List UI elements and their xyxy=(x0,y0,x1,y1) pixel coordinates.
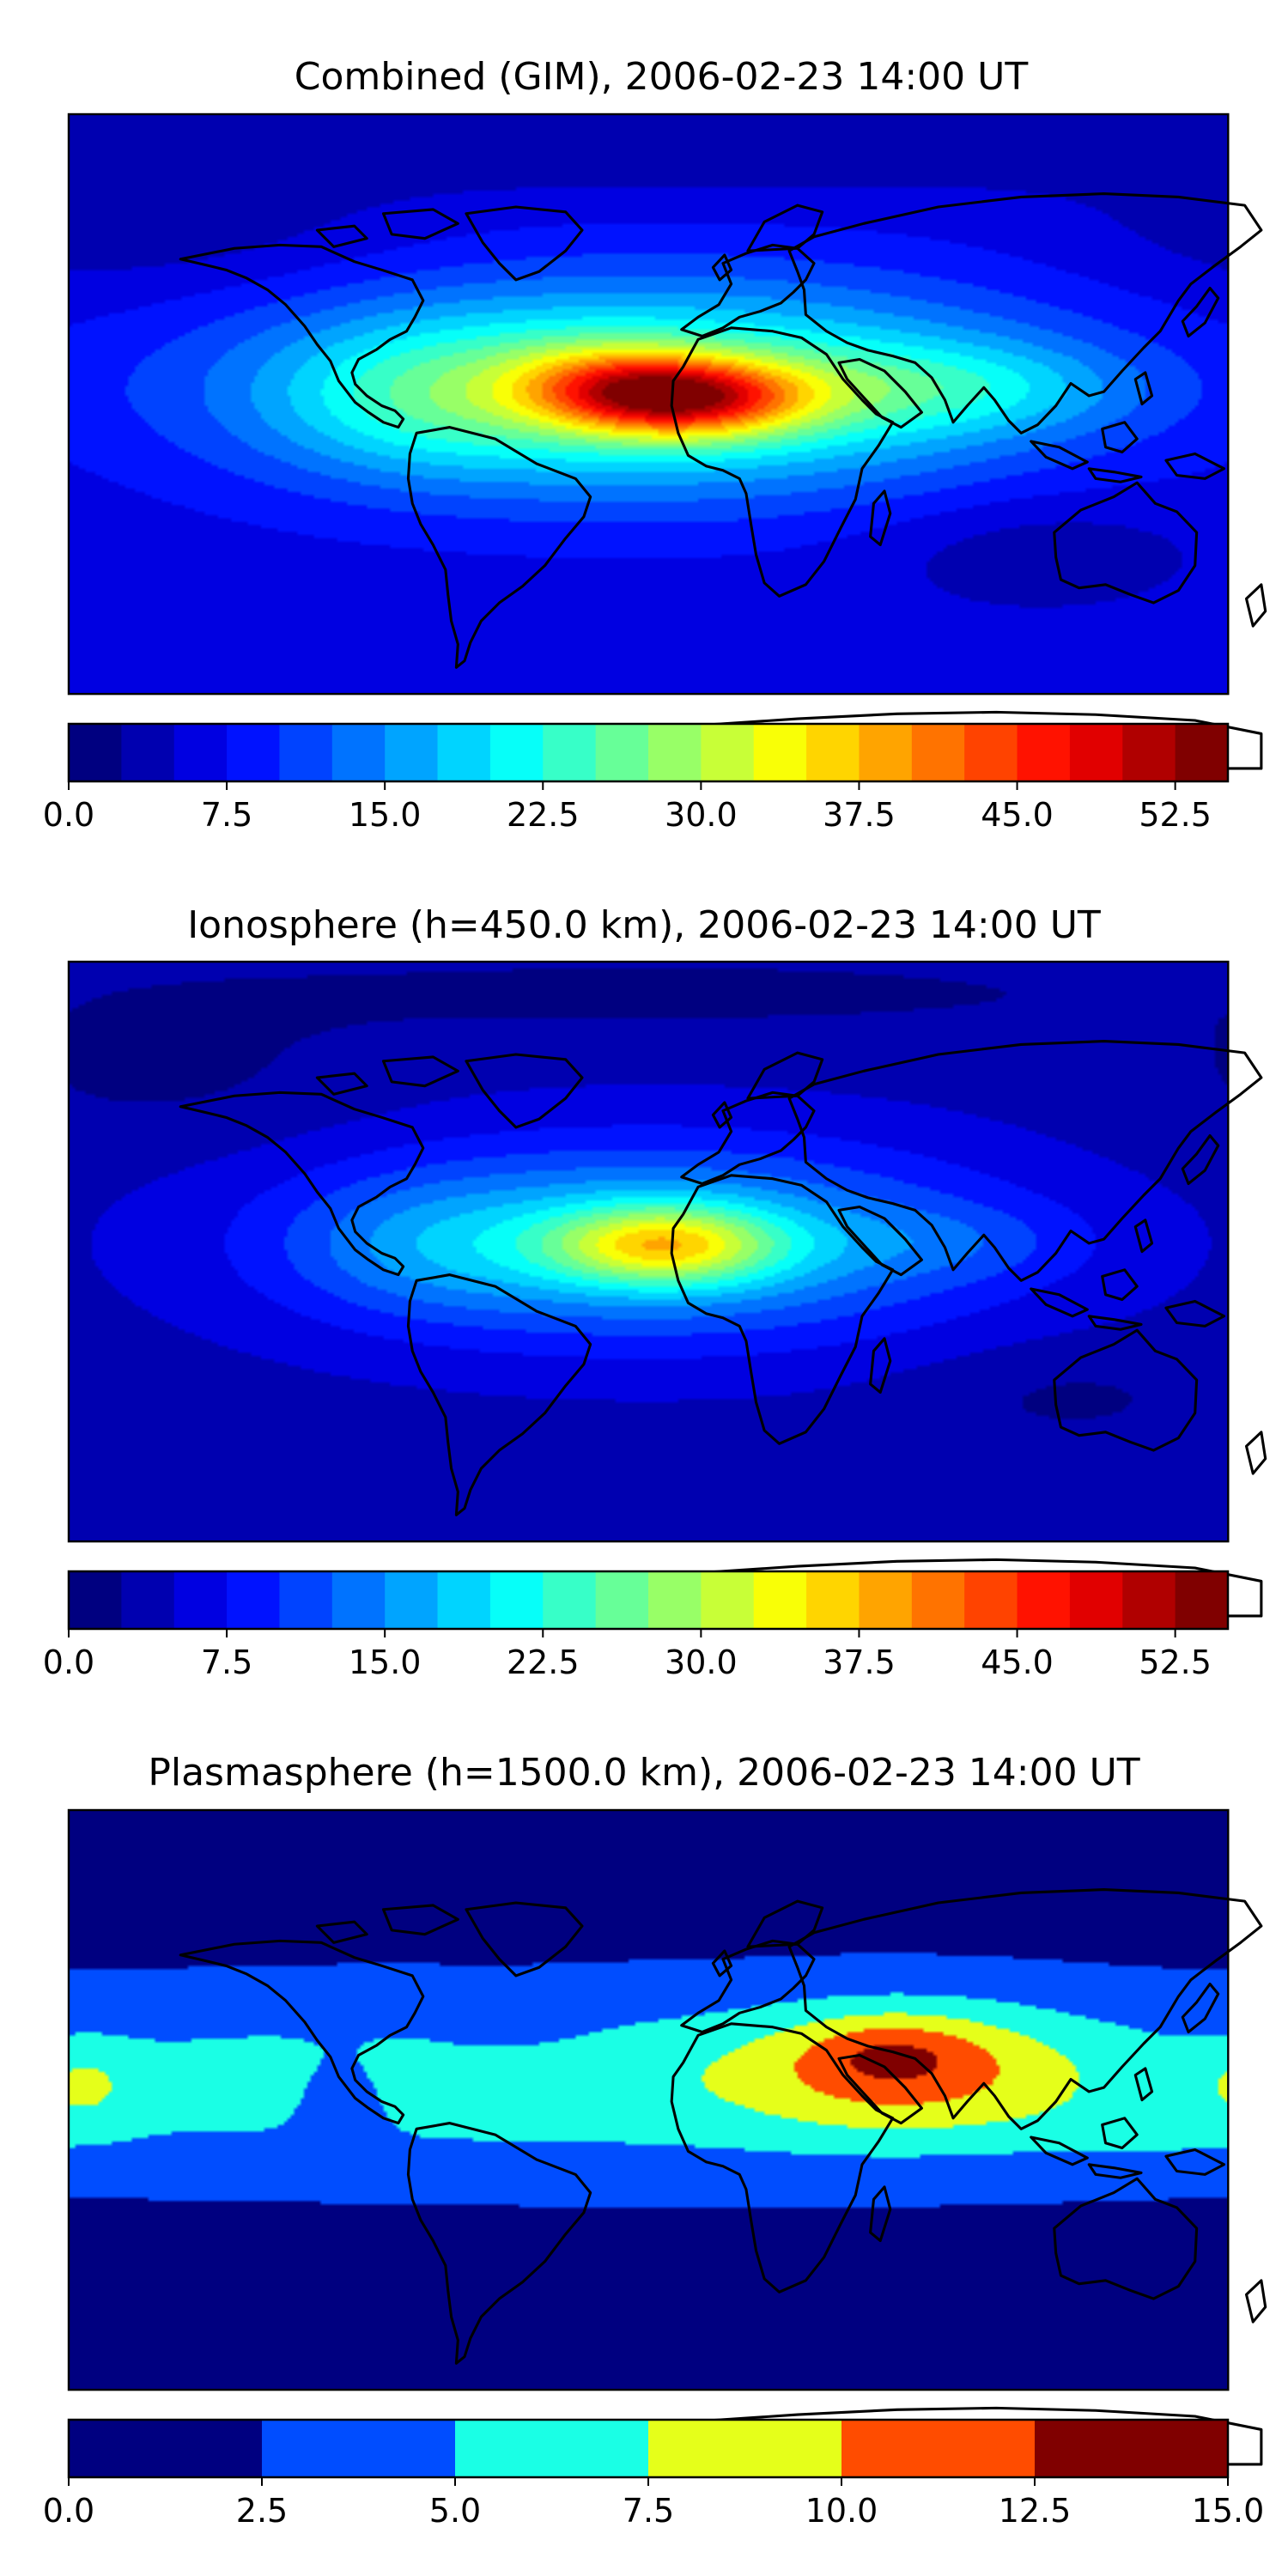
colorbar-segment xyxy=(121,1571,175,1629)
panel-plasmasphere: Plasmasphere (h=1500.0 km), 2006-02-23 1… xyxy=(43,1751,1267,2530)
colorbar-tick-label: 0.0 xyxy=(43,2492,94,2530)
colorbar-segment xyxy=(437,724,491,781)
colorbar-segment xyxy=(279,724,333,781)
colorbar-segment xyxy=(279,1571,333,1629)
panel-title: Ionosphere (h=450.0 km), 2006-02-23 14:0… xyxy=(187,903,1101,947)
colorbar-segment xyxy=(331,724,386,781)
colorbar-segment xyxy=(489,724,544,781)
colorbar-tick-label: 52.5 xyxy=(1139,796,1212,834)
colorbar-segment xyxy=(964,1571,1018,1629)
heatmap-map xyxy=(69,114,1229,695)
heatmap-map xyxy=(69,1810,1229,2391)
colorbar-segment xyxy=(806,1571,860,1629)
colorbar-segment xyxy=(1069,724,1123,781)
colorbar-segment xyxy=(543,1571,597,1629)
colorbar-segment xyxy=(173,724,228,781)
colorbar-segment xyxy=(1017,724,1071,781)
colorbar-segment xyxy=(489,1571,544,1629)
colorbar-frame xyxy=(67,1570,1230,1631)
colorbar-tick-label: 45.0 xyxy=(981,1643,1054,1681)
colorbar: 0.0 7.5 15.0 22.5 30.0 37.5 45.0 52.5 xyxy=(43,1570,1230,1681)
colorbar-segment xyxy=(455,2420,649,2477)
colorbar-segment xyxy=(911,1571,965,1629)
colorbar-segment xyxy=(1035,2420,1229,2477)
heatmap-map xyxy=(69,962,1229,1542)
panel-title: Combined (GIM), 2006-02-23 14:00 UT xyxy=(295,55,1029,99)
colorbar-segment xyxy=(1175,724,1229,781)
colorbar-tick-label: 5.0 xyxy=(429,2492,481,2530)
colorbar-tick-label: 15.0 xyxy=(1192,2492,1265,2530)
colorbar-segment xyxy=(173,1571,228,1629)
panel-combined: Combined (GIM), 2006-02-23 14:00 UT 0.0 7… xyxy=(43,55,1267,834)
map-frame xyxy=(67,1808,1230,2391)
colorbar-segment xyxy=(753,1571,807,1629)
colorbar-segment xyxy=(753,724,807,781)
colorbar-tick-label: 7.5 xyxy=(623,2492,674,2530)
colorbar-segment xyxy=(385,1571,439,1629)
map-frame xyxy=(67,960,1230,1543)
colorbar-segment xyxy=(121,724,175,781)
colorbar-segment xyxy=(859,1571,913,1629)
colorbar-segment xyxy=(1122,724,1176,781)
colorbar-segment xyxy=(227,724,281,781)
colorbar-segment xyxy=(701,724,755,781)
colorbar-tick-label: 22.5 xyxy=(507,1643,580,1681)
colorbar-tick-label: 15.0 xyxy=(349,1643,422,1681)
colorbar-tick-label: 22.5 xyxy=(507,796,580,834)
colorbar-tick-label: 2.5 xyxy=(236,2492,288,2530)
colorbar-tick-label: 15.0 xyxy=(349,796,422,834)
colorbar-segment xyxy=(69,2420,263,2477)
colorbar-tick-label: 7.5 xyxy=(201,796,252,834)
colorbar-tick-label: 37.5 xyxy=(823,796,896,834)
colorbar-segment xyxy=(648,1571,702,1629)
panel-ionosphere: Ionosphere (h=450.0 km), 2006-02-23 14:0… xyxy=(43,903,1267,1681)
colorbar-segment xyxy=(595,724,649,781)
colorbar-tick-label: 52.5 xyxy=(1139,1643,1212,1681)
colorbar-segment xyxy=(1017,1571,1071,1629)
colorbar-segment xyxy=(701,1571,755,1629)
map-frame xyxy=(67,112,1230,696)
colorbar-tick-label: 45.0 xyxy=(981,796,1054,834)
colorbar-segment xyxy=(1175,1571,1229,1629)
colorbar-segment xyxy=(648,724,702,781)
colorbar-segment xyxy=(543,724,597,781)
panel-title: Plasmasphere (h=1500.0 km), 2006-02-23 1… xyxy=(148,1751,1139,1795)
colorbar-tick-label: 37.5 xyxy=(823,1643,896,1681)
colorbar-segment xyxy=(911,724,965,781)
colorbar-segment xyxy=(841,2420,1036,2477)
colorbar-segment xyxy=(69,1571,122,1629)
colorbar-segment xyxy=(595,1571,649,1629)
colorbar-tick-label: 0.0 xyxy=(43,796,94,834)
colorbar-segment xyxy=(262,2420,456,2477)
colorbar-segment xyxy=(385,724,439,781)
colorbar-segment xyxy=(331,1571,386,1629)
colorbar-tick-label: 30.0 xyxy=(665,1643,738,1681)
colorbar-tick-label: 7.5 xyxy=(201,1643,252,1681)
colorbar-frame xyxy=(67,722,1230,783)
colorbar-segment xyxy=(1122,1571,1176,1629)
colorbar-segment xyxy=(806,724,860,781)
colorbar: 0.0 7.5 15.0 22.5 30.0 37.5 45.0 52.5 xyxy=(43,722,1230,834)
colorbar: 0.0 2.5 5.0 7.5 10.0 12.5 15.0 xyxy=(43,2418,1265,2530)
colorbar-tick-label: 0.0 xyxy=(43,1643,94,1681)
colorbar-segment xyxy=(648,2420,842,2477)
colorbar-segment xyxy=(859,724,913,781)
colorbar-segment xyxy=(69,724,122,781)
colorbar-tick-label: 30.0 xyxy=(665,796,738,834)
colorbar-segment xyxy=(1069,1571,1123,1629)
colorbar-segment xyxy=(964,724,1018,781)
colorbar-tick-label: 10.0 xyxy=(805,2492,878,2530)
colorbar-segment xyxy=(437,1571,491,1629)
colorbar-segment xyxy=(227,1571,281,1629)
colorbar-tick-label: 12.5 xyxy=(999,2492,1072,2530)
